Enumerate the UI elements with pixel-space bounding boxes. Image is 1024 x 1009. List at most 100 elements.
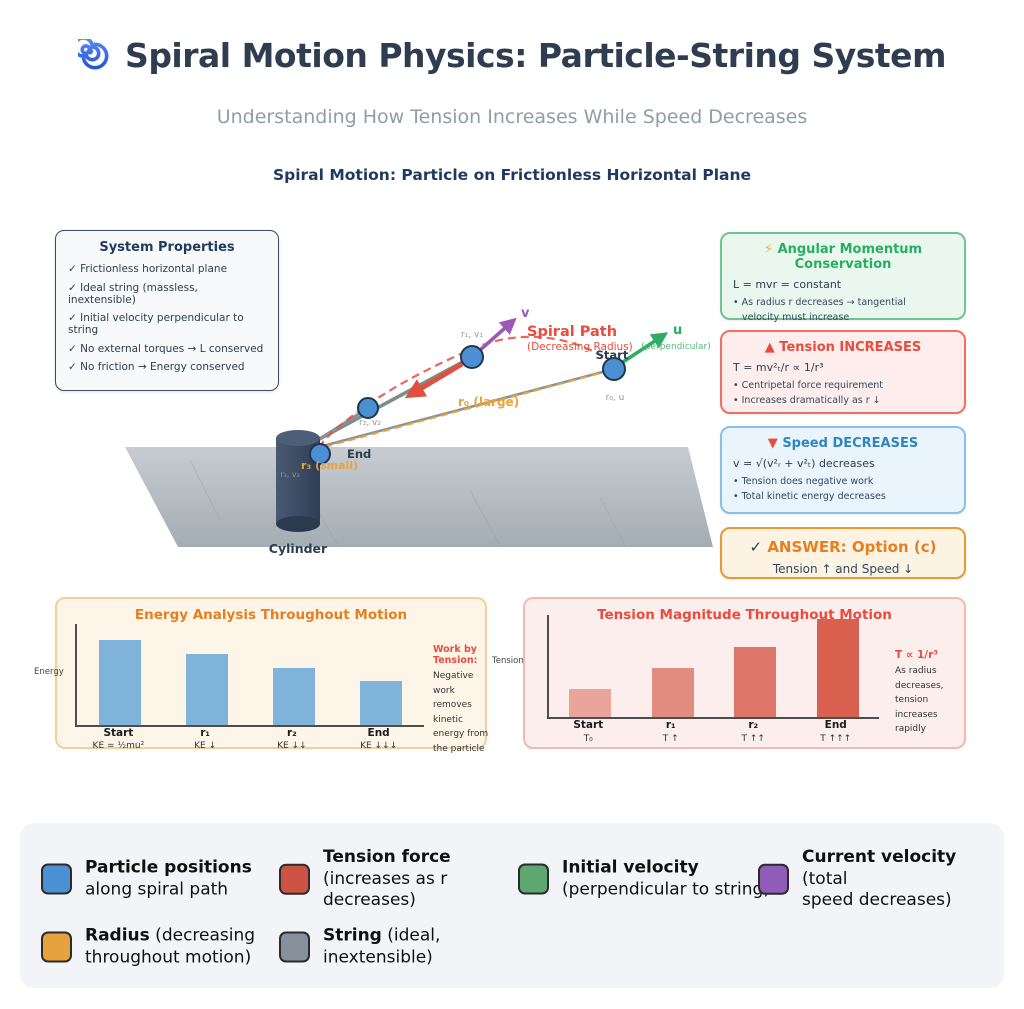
angular-momentum-title-text: Angular Momentum Conservation — [777, 242, 923, 272]
legend-label-rest: (decreasing — [149, 925, 256, 946]
bar-energy-1 — [186, 654, 229, 725]
strings — [298, 355, 615, 455]
note-line: As radius — [895, 666, 937, 676]
energy-x-labels: Start r₁ r₂ End — [75, 728, 422, 739]
note-line: removes kinetic — [433, 700, 472, 725]
speed-bullet: • Total kinetic energy decreases — [733, 490, 886, 502]
r1-v1-label: r₁, v₁ — [461, 330, 483, 340]
r3-small-label: r₃ (small) — [301, 459, 358, 472]
note-title: T ∝ 1/r³ — [895, 649, 938, 661]
up-triangle-icon: ▲ — [764, 340, 775, 355]
note-line: increases — [895, 709, 938, 720]
lightning-icon: ⚡ — [763, 242, 774, 257]
energy-chart-panel: Energy Analysis Throughout Motion Start … — [55, 597, 488, 754]
angular-momentum-title: ⚡ Angular Momentum Conservation — [733, 242, 953, 272]
answer-title: ✓ ANSWER: Option (c) — [733, 538, 953, 556]
note-line: Negative work — [433, 671, 474, 696]
note-line: decreases, — [895, 680, 944, 691]
energy-y-axis-label: Energy — [34, 667, 64, 677]
r0-large-label: r₀ (large) — [458, 395, 519, 409]
tension-bullet: • Centripetal force requirement — [733, 380, 884, 391]
diagram-title: Spiral Motion: Particle on Frictionless … — [272, 166, 752, 184]
legend-swatch — [279, 931, 310, 963]
system-property: ✓ No friction → Energy conserved — [68, 361, 245, 373]
answer-subtitle: Tension ↑ and Speed ↓ — [772, 562, 914, 576]
current-velocity-arrow — [477, 317, 517, 353]
note-line: the particle — [433, 743, 485, 754]
legend-item-particles: Particle positions along spiral path — [41, 858, 252, 901]
legend-label-line2: throughout motion) — [85, 947, 252, 967]
cylinder — [276, 430, 320, 532]
end-label: End — [347, 447, 371, 461]
legend-label: Current velocity — [802, 846, 957, 867]
spiral-icon — [78, 38, 109, 69]
x-tick: r₁ — [200, 727, 211, 739]
legend-label-line2: along spiral path — [85, 879, 229, 899]
cylinder-label: Cylinder — [269, 541, 328, 556]
spiral-path-curve — [316, 335, 615, 451]
legend-label: Tension force — [323, 846, 451, 867]
tension-chart-plot — [547, 615, 879, 719]
system-properties-title: System Properties — [99, 240, 235, 255]
legend-label-line3: decreases) — [323, 889, 416, 910]
legend-label-rest: (total — [802, 868, 848, 889]
legend-label-line2: speed decreases) — [802, 889, 952, 910]
legend-swatch — [279, 863, 310, 895]
bar-sublabel: T₀ — [583, 734, 593, 744]
system-property: ✓ No external torques → L conserved — [68, 342, 264, 355]
speed-decreases-box: ▼ Speed DECREASES v = √(v²ᵣ + v²ₜ) decre… — [720, 426, 966, 514]
r0-u-label: r₀, u — [606, 393, 625, 403]
bar-sublabel: KE = ½mu² — [92, 741, 145, 751]
radius-line-r0 — [301, 369, 613, 454]
tension-bullet: • Increases dramatically as r ↓ — [733, 394, 881, 406]
particle-end — [309, 443, 331, 465]
v-label: v — [521, 306, 530, 321]
x-tick: End — [367, 727, 390, 739]
tension-y-axis-label: Tension — [492, 656, 524, 666]
tension-bar-sublabels: T₀ T ↑ T ↑↑ T ↑↑↑ — [547, 735, 877, 744]
tension-increases-title: ▲ Tension INCREASES — [733, 340, 953, 355]
note-title: Work by Tension: — [433, 644, 478, 666]
system-property: ✓ Ideal string (massless, inextensible) — [68, 281, 198, 306]
note-line: energy from — [433, 729, 489, 739]
tension-law-note: T ∝ 1/r³ As radius decreases, tension in… — [895, 649, 957, 737]
legend-item-radius: Radius (decreasing throughout motion) — [41, 926, 255, 969]
bar-sublabel: T ↑↑↑ — [820, 734, 852, 744]
energy-chart-plot — [75, 624, 424, 727]
legend-swatch — [41, 863, 72, 895]
legend-label-line2: (perpendicular to string) — [562, 879, 770, 899]
x-tick: r₁ — [665, 719, 676, 731]
work-by-tension-note: Work by Tension: Negative work removes k… — [433, 644, 491, 756]
angular-momentum-bullet: velocity must increase — [742, 311, 850, 323]
angular-momentum-box: ⚡ Angular Momentum Conservation L = mvr … — [720, 232, 966, 323]
bar-sublabel: T ↑↑ — [741, 734, 765, 744]
legend-label: Initial velocity — [562, 857, 699, 878]
bar-energy-0 — [99, 640, 142, 725]
tension-arrow — [404, 361, 464, 399]
bar-sublabel: KE ↓ — [194, 741, 217, 751]
note-line: rapidly — [895, 724, 926, 734]
particle-start — [602, 357, 626, 381]
x-tick: r₂ — [286, 727, 297, 739]
bar-sublabel: KE ↓↓ — [277, 741, 307, 751]
speed-decreases-title: ▼ Speed DECREASES — [733, 436, 953, 451]
legend-item-current-velocity: Current velocity (total speed decreases) — [758, 847, 1004, 912]
r2-v2-label: r₂, v₂ — [359, 418, 381, 428]
speed-bullet: • Tension does negative work — [733, 476, 874, 487]
system-property: ✓ Frictionless horizontal plane — [68, 263, 228, 275]
tension-increases-title-text: Tension INCREASES — [779, 340, 922, 355]
legend-item-string: String (ideal, inextensible) — [279, 926, 440, 969]
bar-energy-3 — [359, 681, 402, 725]
initial-velocity-arrow — [622, 332, 669, 364]
legend-item-initial-velocity: Initial velocity (perpendicular to strin… — [518, 858, 770, 901]
u-sublabel: (perpendicular) — [641, 342, 711, 352]
start-label: Start — [596, 348, 629, 362]
tension-x-labels: Start r₁ r₂ End — [547, 720, 877, 731]
legend-swatch — [758, 863, 789, 895]
speed-decreases-title-text: Speed DECREASES — [782, 436, 919, 451]
legend-swatch — [518, 863, 549, 895]
note-line: tension — [895, 695, 929, 705]
answer-box: ✓ ANSWER: Option (c) Tension ↑ and Speed… — [720, 527, 966, 579]
speed-formula: v = √(v²ᵣ + v²ₜ) decreases — [733, 457, 875, 470]
